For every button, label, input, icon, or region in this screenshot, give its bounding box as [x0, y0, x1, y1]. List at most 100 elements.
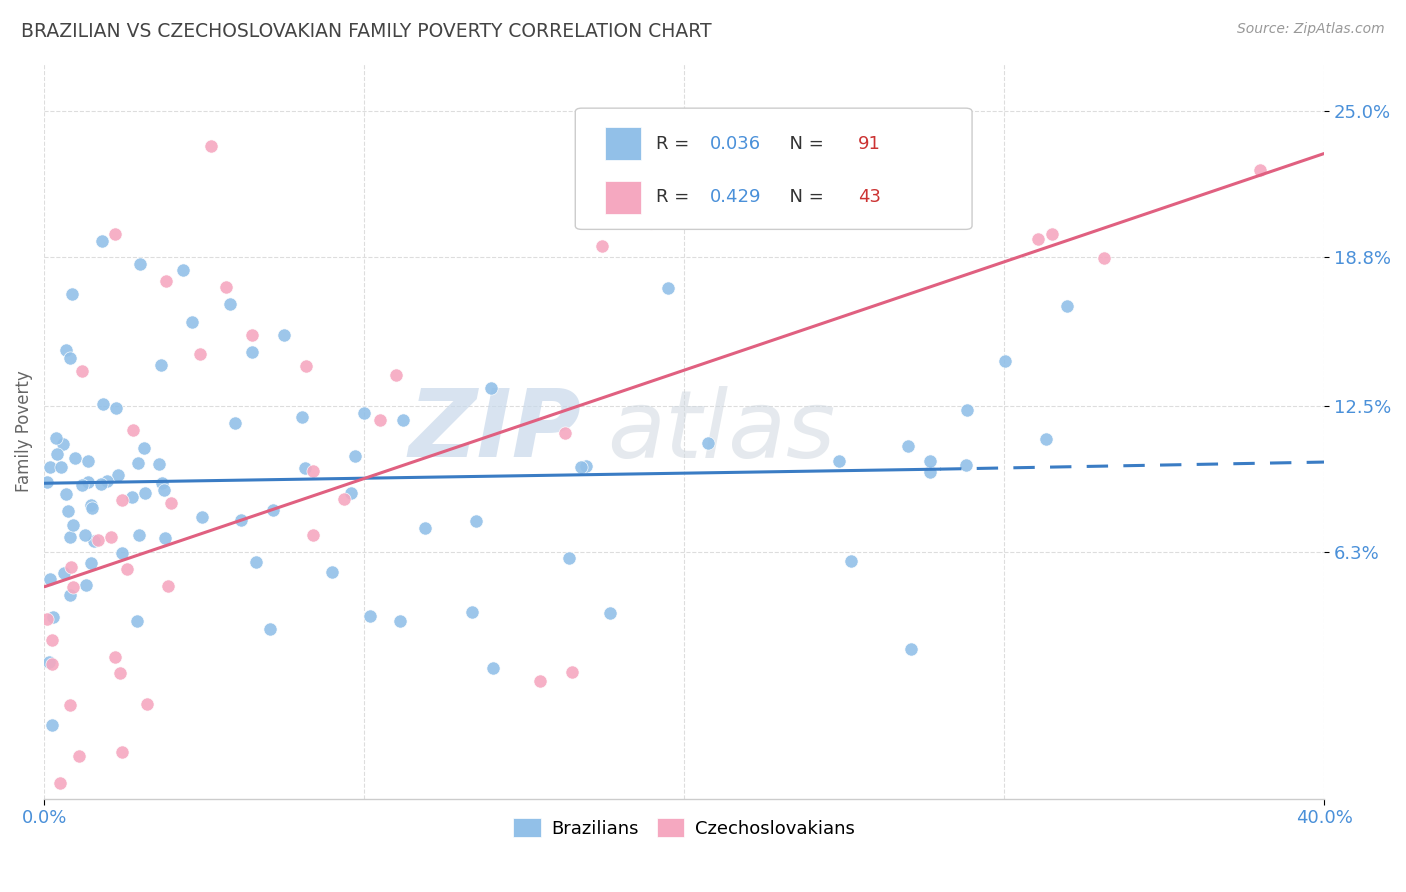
Point	[111, 546, 134, 560]
Text: 43: 43	[858, 188, 882, 206]
FancyBboxPatch shape	[575, 108, 972, 229]
Point	[46, 447, 69, 461]
Point	[129, 257, 152, 271]
Legend: Brazilians, Czechoslovakians: Brazilians, Czechoslovakians	[506, 811, 862, 845]
Point	[295, 359, 318, 373]
Point	[392, 412, 415, 426]
Text: Source: ZipAtlas.com: Source: ZipAtlas.com	[1237, 22, 1385, 37]
Point	[188, 347, 211, 361]
Point	[599, 606, 621, 620]
Point	[90, 234, 112, 248]
Point	[180, 314, 202, 328]
Point	[87, 533, 110, 548]
Point	[59, 698, 82, 712]
Text: 0.036: 0.036	[710, 135, 761, 153]
Point	[259, 622, 281, 636]
Point	[63, 451, 86, 466]
Point	[918, 465, 941, 479]
Point	[107, 467, 129, 482]
Point	[91, 397, 114, 411]
Point	[148, 457, 170, 471]
Point	[153, 483, 176, 497]
Point	[108, 665, 131, 680]
Point	[368, 413, 391, 427]
Point	[481, 661, 503, 675]
Point	[994, 354, 1017, 368]
Point	[155, 274, 177, 288]
Point	[240, 327, 263, 342]
Point	[52, 566, 75, 580]
Point	[38, 655, 60, 669]
Point	[41, 610, 63, 624]
Point	[1035, 432, 1057, 446]
Point	[529, 674, 551, 689]
Text: R =: R =	[657, 188, 695, 206]
Point	[122, 423, 145, 437]
Point	[80, 500, 103, 515]
Point	[125, 615, 148, 629]
Point	[128, 528, 150, 542]
Point	[1040, 227, 1063, 241]
Point	[96, 475, 118, 489]
Point	[900, 642, 922, 657]
Point	[218, 297, 240, 311]
Point	[245, 555, 267, 569]
Point	[41, 632, 63, 647]
Point	[461, 605, 484, 619]
Point	[67, 749, 90, 764]
Point	[41, 718, 63, 732]
Point	[640, 216, 662, 230]
Point	[343, 449, 366, 463]
Point	[135, 697, 157, 711]
Point	[464, 514, 486, 528]
Point	[955, 458, 977, 472]
Point	[697, 436, 720, 450]
Point	[49, 460, 72, 475]
Point	[100, 530, 122, 544]
Point	[77, 475, 100, 489]
Point	[52, 437, 75, 451]
Point	[62, 580, 84, 594]
Point	[385, 368, 408, 382]
Point	[340, 485, 363, 500]
Point	[575, 458, 598, 473]
Point	[49, 776, 72, 790]
Point	[150, 475, 173, 490]
Point	[920, 454, 942, 468]
Point	[121, 490, 143, 504]
Point	[72, 478, 94, 492]
Point	[105, 401, 128, 416]
Point	[273, 327, 295, 342]
Point	[79, 498, 101, 512]
Point	[302, 464, 325, 478]
Point	[200, 139, 222, 153]
Point	[359, 608, 381, 623]
Text: ZIP: ZIP	[409, 385, 582, 477]
Point	[657, 281, 679, 295]
Point	[838, 148, 860, 162]
Point	[134, 441, 156, 455]
Point	[155, 531, 177, 545]
Point	[41, 657, 63, 671]
Point	[73, 528, 96, 542]
Point	[55, 486, 77, 500]
Point	[1056, 299, 1078, 313]
Text: 91: 91	[858, 135, 882, 153]
Point	[160, 496, 183, 510]
Point	[224, 416, 246, 430]
Point	[75, 578, 97, 592]
Point	[321, 565, 343, 579]
Point	[70, 364, 93, 378]
Text: R =: R =	[657, 135, 695, 153]
Point	[294, 460, 316, 475]
Point	[103, 227, 125, 241]
Point	[479, 381, 502, 395]
Point	[290, 409, 312, 424]
Point	[104, 650, 127, 665]
Point	[77, 454, 100, 468]
Point	[39, 459, 62, 474]
Point	[333, 492, 356, 507]
Point	[1249, 163, 1271, 178]
Point	[134, 486, 156, 500]
Point	[62, 518, 84, 533]
